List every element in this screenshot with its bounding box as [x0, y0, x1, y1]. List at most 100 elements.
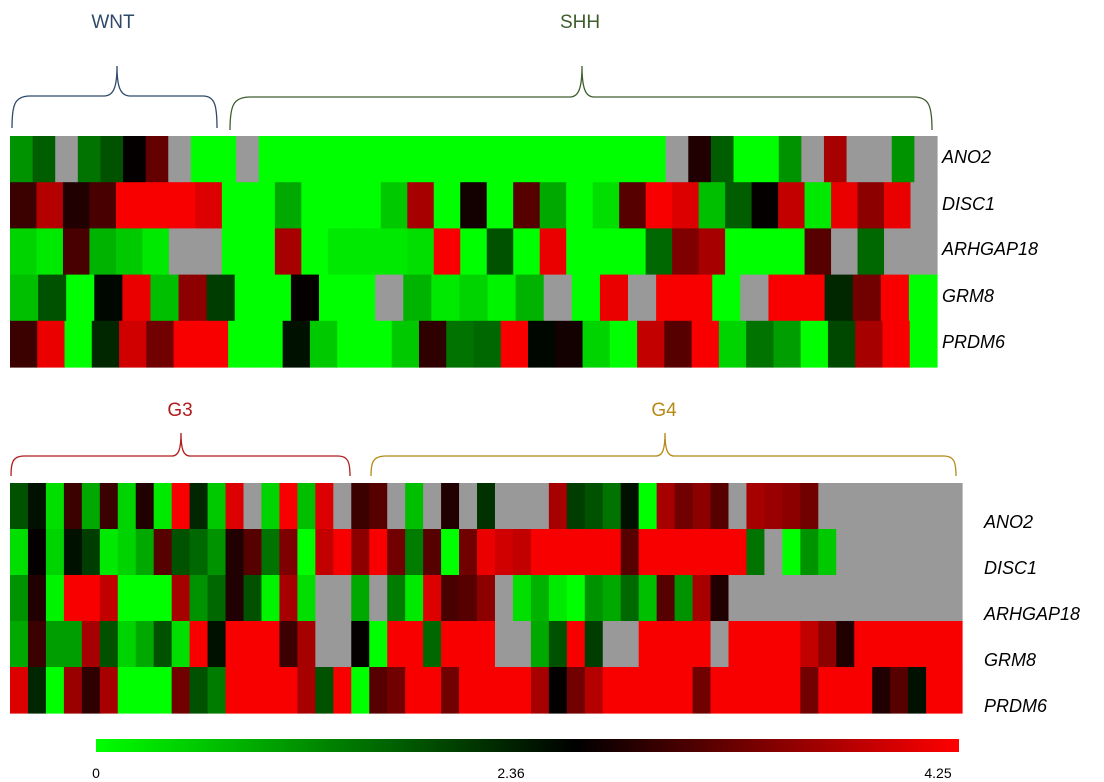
heatmap-cell-arhgap18-21 — [369, 575, 388, 622]
heatmap-cell-disc1-8 — [135, 529, 155, 576]
heatmap-cell-disc1-27 — [698, 182, 726, 229]
heatmap-cell-grm8-10 — [262, 274, 292, 322]
heatmap-cell-prdm6-10 — [255, 320, 284, 368]
heatmap-cell-grm8-12 — [319, 274, 348, 322]
gene-label-arhgap18: ARHGAP18 — [941, 239, 1038, 259]
heatmap-cell-disc1-15 — [380, 182, 408, 229]
heatmap-cell-grm8-25 — [684, 274, 713, 322]
heatmap-cell-ano2-21 — [369, 483, 388, 530]
heatmap-cell-arhgap18-28 — [494, 575, 514, 622]
heatmap-cell-ano2-52 — [926, 483, 945, 530]
heatmap-cell-prdm6-33 — [882, 320, 911, 368]
heatmap-cell-grm8-33 — [584, 621, 604, 668]
heatmap-cell-ano2-23 — [507, 136, 531, 183]
heatmap-cell-ano2-26 — [575, 136, 599, 183]
heatmap-cell-grm8-17 — [297, 621, 316, 668]
heatmap-cell-ano2-24 — [530, 136, 554, 183]
heatmap-cell-arhgap18-33 — [584, 575, 604, 622]
heatmap-cell-ano2-22 — [484, 136, 509, 183]
heatmap-cell-disc1-16 — [407, 182, 435, 229]
heatmap-cell-grm8-2 — [27, 621, 47, 668]
heatmap-cell-prdm6-27 — [718, 320, 747, 368]
gene-label-prdm6-2: PRDM6 — [984, 696, 1048, 716]
gene-label-arhgap18-2: ARHGAP18 — [983, 604, 1080, 624]
heatmap-cell-arhgap18-48 — [854, 575, 873, 622]
heatmap-cell-prdm6-21 — [369, 667, 388, 714]
heatmap-cell-ano2-14 — [243, 483, 263, 530]
heatmap-cell-arhgap18-10 — [171, 575, 191, 622]
heatmap-cell-arhgap18-18 — [315, 575, 334, 622]
heatmap-cell-ano2-8 — [168, 136, 192, 183]
heatmap-cell-arhgap18-35 — [910, 228, 938, 276]
heatmap-cell-grm8-9 — [234, 274, 264, 322]
heatmap-cell-arhgap18-14 — [354, 228, 382, 276]
gene-label-grm8: GRM8 — [942, 286, 994, 306]
heatmap-cell-ano2-24 — [423, 483, 442, 530]
heatmap-panel-wnt-shh — [10, 136, 938, 368]
heatmap-cell-ano2-23 — [405, 483, 424, 530]
heatmap-cell-arhgap18-24 — [619, 228, 647, 276]
heatmap-cell-grm8-11 — [189, 621, 209, 668]
heatmap-cell-ano2-18 — [394, 136, 418, 183]
heatmap-cell-grm8-19 — [333, 621, 352, 668]
heatmap-cell-prdm6-25 — [441, 667, 460, 714]
heatmap-cell-grm8-11 — [290, 274, 320, 322]
heatmap-cell-ano2-13 — [281, 136, 305, 183]
heatmap-cell-prdm6-34 — [909, 320, 938, 368]
heatmap-cell-arhgap18-26 — [459, 575, 478, 622]
heatmap-cell-disc1-40 — [710, 529, 730, 576]
heatmap-cell-ano2-19 — [416, 136, 441, 183]
heatmap-cell-arhgap18-1 — [10, 228, 38, 276]
heatmap-cell-prdm6-52 — [926, 667, 945, 714]
heatmap-cell-prdm6-50 — [890, 667, 909, 714]
heatmap-cell-disc1-6 — [142, 182, 170, 229]
heatmap-cell-arhgap18-20 — [513, 228, 541, 276]
heatmap-cell-disc1-19 — [333, 529, 352, 576]
heatmap-cell-prdm6-2 — [37, 320, 66, 368]
heatmap-cell-arhgap18-37 — [656, 575, 676, 622]
heatmap-cell-disc1-28 — [725, 182, 753, 229]
heatmap-cell-prdm6-12 — [207, 667, 227, 714]
heatmap-cell-disc1-11 — [274, 182, 302, 229]
heatmap-cell-arhgap18-9 — [153, 575, 173, 622]
heatmap-cell-ano2-35 — [620, 483, 640, 530]
heatmap-cell-ano2-20 — [439, 136, 463, 183]
heatmap-cell-prdm6-29 — [773, 320, 802, 368]
heatmap-cell-grm8-36 — [638, 621, 658, 668]
heatmap-cell-ano2-46 — [818, 483, 837, 530]
heatmap-cell-grm8-33 — [908, 274, 938, 322]
heatmap-cell-prdm6-29 — [512, 667, 532, 714]
heatmap-cell-disc1-5 — [115, 182, 144, 229]
heatmap-cell-arhgap18-36 — [638, 575, 658, 622]
heatmap-cell-grm8-4 — [94, 274, 123, 322]
heatmap-cell-disc1-44 — [782, 529, 801, 576]
heatmap-cell-arhgap18-28 — [725, 228, 753, 276]
gene-label-disc1: DISC1 — [942, 194, 995, 214]
heatmap-cell-ano2-28 — [620, 136, 644, 183]
heatmap-cell-disc1-26 — [672, 182, 700, 229]
heatmap-cell-ano2-10 — [171, 483, 191, 530]
heatmap-cell-arhgap18-2 — [27, 575, 47, 622]
heatmap-cell-disc1-4 — [89, 182, 117, 229]
bracket-g3 — [10, 432, 351, 477]
heatmap-cell-grm8-13 — [225, 621, 245, 668]
heatmap-cell-disc1-10 — [248, 182, 276, 229]
heatmap-cell-disc1-9 — [153, 529, 173, 576]
group-label-shh: SHH — [560, 12, 600, 33]
heatmap-cell-disc1-3 — [62, 182, 91, 229]
heatmap-cell-grm8-8 — [135, 621, 155, 668]
heatmap-cell-disc1-14 — [243, 529, 263, 576]
heatmap-cell-prdm6-53 — [944, 667, 963, 714]
heatmap-cell-grm8-43 — [764, 621, 783, 668]
heatmap-cell-disc1-32 — [566, 529, 586, 576]
heatmap-cell-disc1-22 — [387, 529, 406, 576]
heatmap-cell-prdm6-1 — [10, 320, 38, 368]
heatmap-cell-prdm6-26 — [459, 667, 478, 714]
heatmap-cell-prdm6-33 — [584, 667, 604, 714]
heatmap-cell-disc1-13 — [327, 182, 355, 229]
heatmap-cell-ano2-41 — [914, 136, 938, 183]
heatmap-cell-grm8-35 — [620, 621, 640, 668]
heatmap-cell-arhgap18-8 — [195, 228, 223, 276]
heatmap-cell-ano2-43 — [764, 483, 783, 530]
heatmap-cell-ano2-51 — [908, 483, 927, 530]
